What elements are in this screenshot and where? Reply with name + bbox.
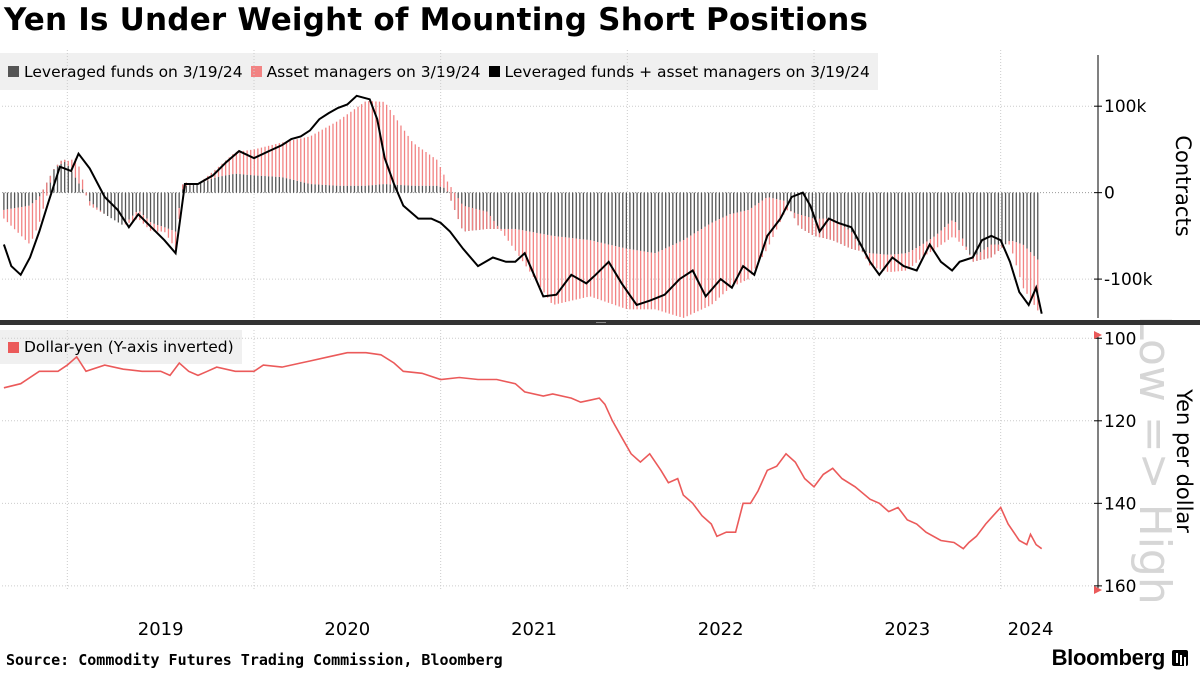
yaxis-title-top: Contracts — [1171, 135, 1195, 236]
xtick-label: 2023 — [884, 619, 930, 640]
axes — [0, 55, 1200, 594]
line-combined-positions — [2, 94, 1043, 314]
ytick-label-bottom: 160 — [1104, 577, 1136, 597]
legend-swatch-dollar-yen — [8, 341, 19, 353]
watermark-layer: Low => High — [1129, 315, 1180, 604]
ytick-label-bottom: 140 — [1104, 494, 1136, 514]
xtick-label: 2021 — [511, 619, 557, 640]
series-lines — [2, 94, 1043, 550]
legend-item-dollar-yen: Dollar-yen (Y-axis inverted) — [8, 338, 234, 356]
ytick-label-bottom: 120 — [1104, 412, 1136, 432]
ytick-label-top: 0 — [1104, 184, 1115, 204]
legend-swatch-asset-managers — [250, 66, 262, 77]
axis-marker-top — [1094, 331, 1102, 339]
bloomberg-logo: Bloomberg — [1052, 645, 1188, 671]
top-legend: Leveraged funds on 3/19/24 Asset manager… — [0, 53, 878, 90]
legend-swatch-combined — [488, 66, 500, 77]
yaxis-title-bottom: Yen per dollar — [1172, 388, 1196, 533]
xtick-label: 2020 — [324, 619, 370, 640]
legend-swatch-leveraged-funds — [8, 66, 19, 77]
watermark-text: Low => High — [1129, 315, 1180, 604]
legend-label-asset-managers: Asset managers on 3/19/24 — [266, 62, 481, 81]
legend-item-asset-managers: Asset managers on 3/19/24 — [250, 62, 481, 81]
line-dollar-yen — [3, 351, 1043, 550]
gridlines — [2, 50, 1094, 590]
panel-separator — [0, 320, 1200, 325]
ytick-label-top: -100k — [1104, 270, 1153, 290]
position-bars — [3, 101, 1039, 318]
axis-marker-bottom — [1094, 586, 1102, 594]
ytick-label-bottom: 100 — [1104, 329, 1136, 349]
xtick-label: 2022 — [698, 619, 744, 640]
source-note: Source: Commodity Futures Trading Commis… — [6, 651, 503, 669]
bottom-legend: Dollar-yen (Y-axis inverted) — [0, 330, 242, 364]
legend-item-leveraged-funds: Leveraged funds on 3/19/24 — [8, 63, 243, 81]
bloomberg-icon — [1172, 650, 1188, 666]
legend-item-combined: Leveraged funds + asset managers on 3/19… — [488, 62, 870, 81]
bloomberg-wordmark: Bloomberg — [1051, 645, 1166, 670]
tick-labels: 100k 0 -100k 100 120 140 160 Contracts Yen per d… — [138, 97, 1196, 640]
legend-label-combined: Leveraged funds + asset managers on 3/19… — [504, 62, 870, 81]
legend-label-dollar-yen: Dollar-yen (Y-axis inverted) — [24, 338, 234, 356]
xtick-label: 2024 — [1008, 619, 1054, 640]
xtick-label: 2019 — [138, 619, 184, 640]
ytick-label-top: 100k — [1104, 97, 1146, 117]
chart-title: Yen Is Under Weight of Mounting Short Po… — [4, 2, 869, 38]
legend-label-leveraged-funds: Leveraged funds on 3/19/24 — [24, 62, 243, 81]
